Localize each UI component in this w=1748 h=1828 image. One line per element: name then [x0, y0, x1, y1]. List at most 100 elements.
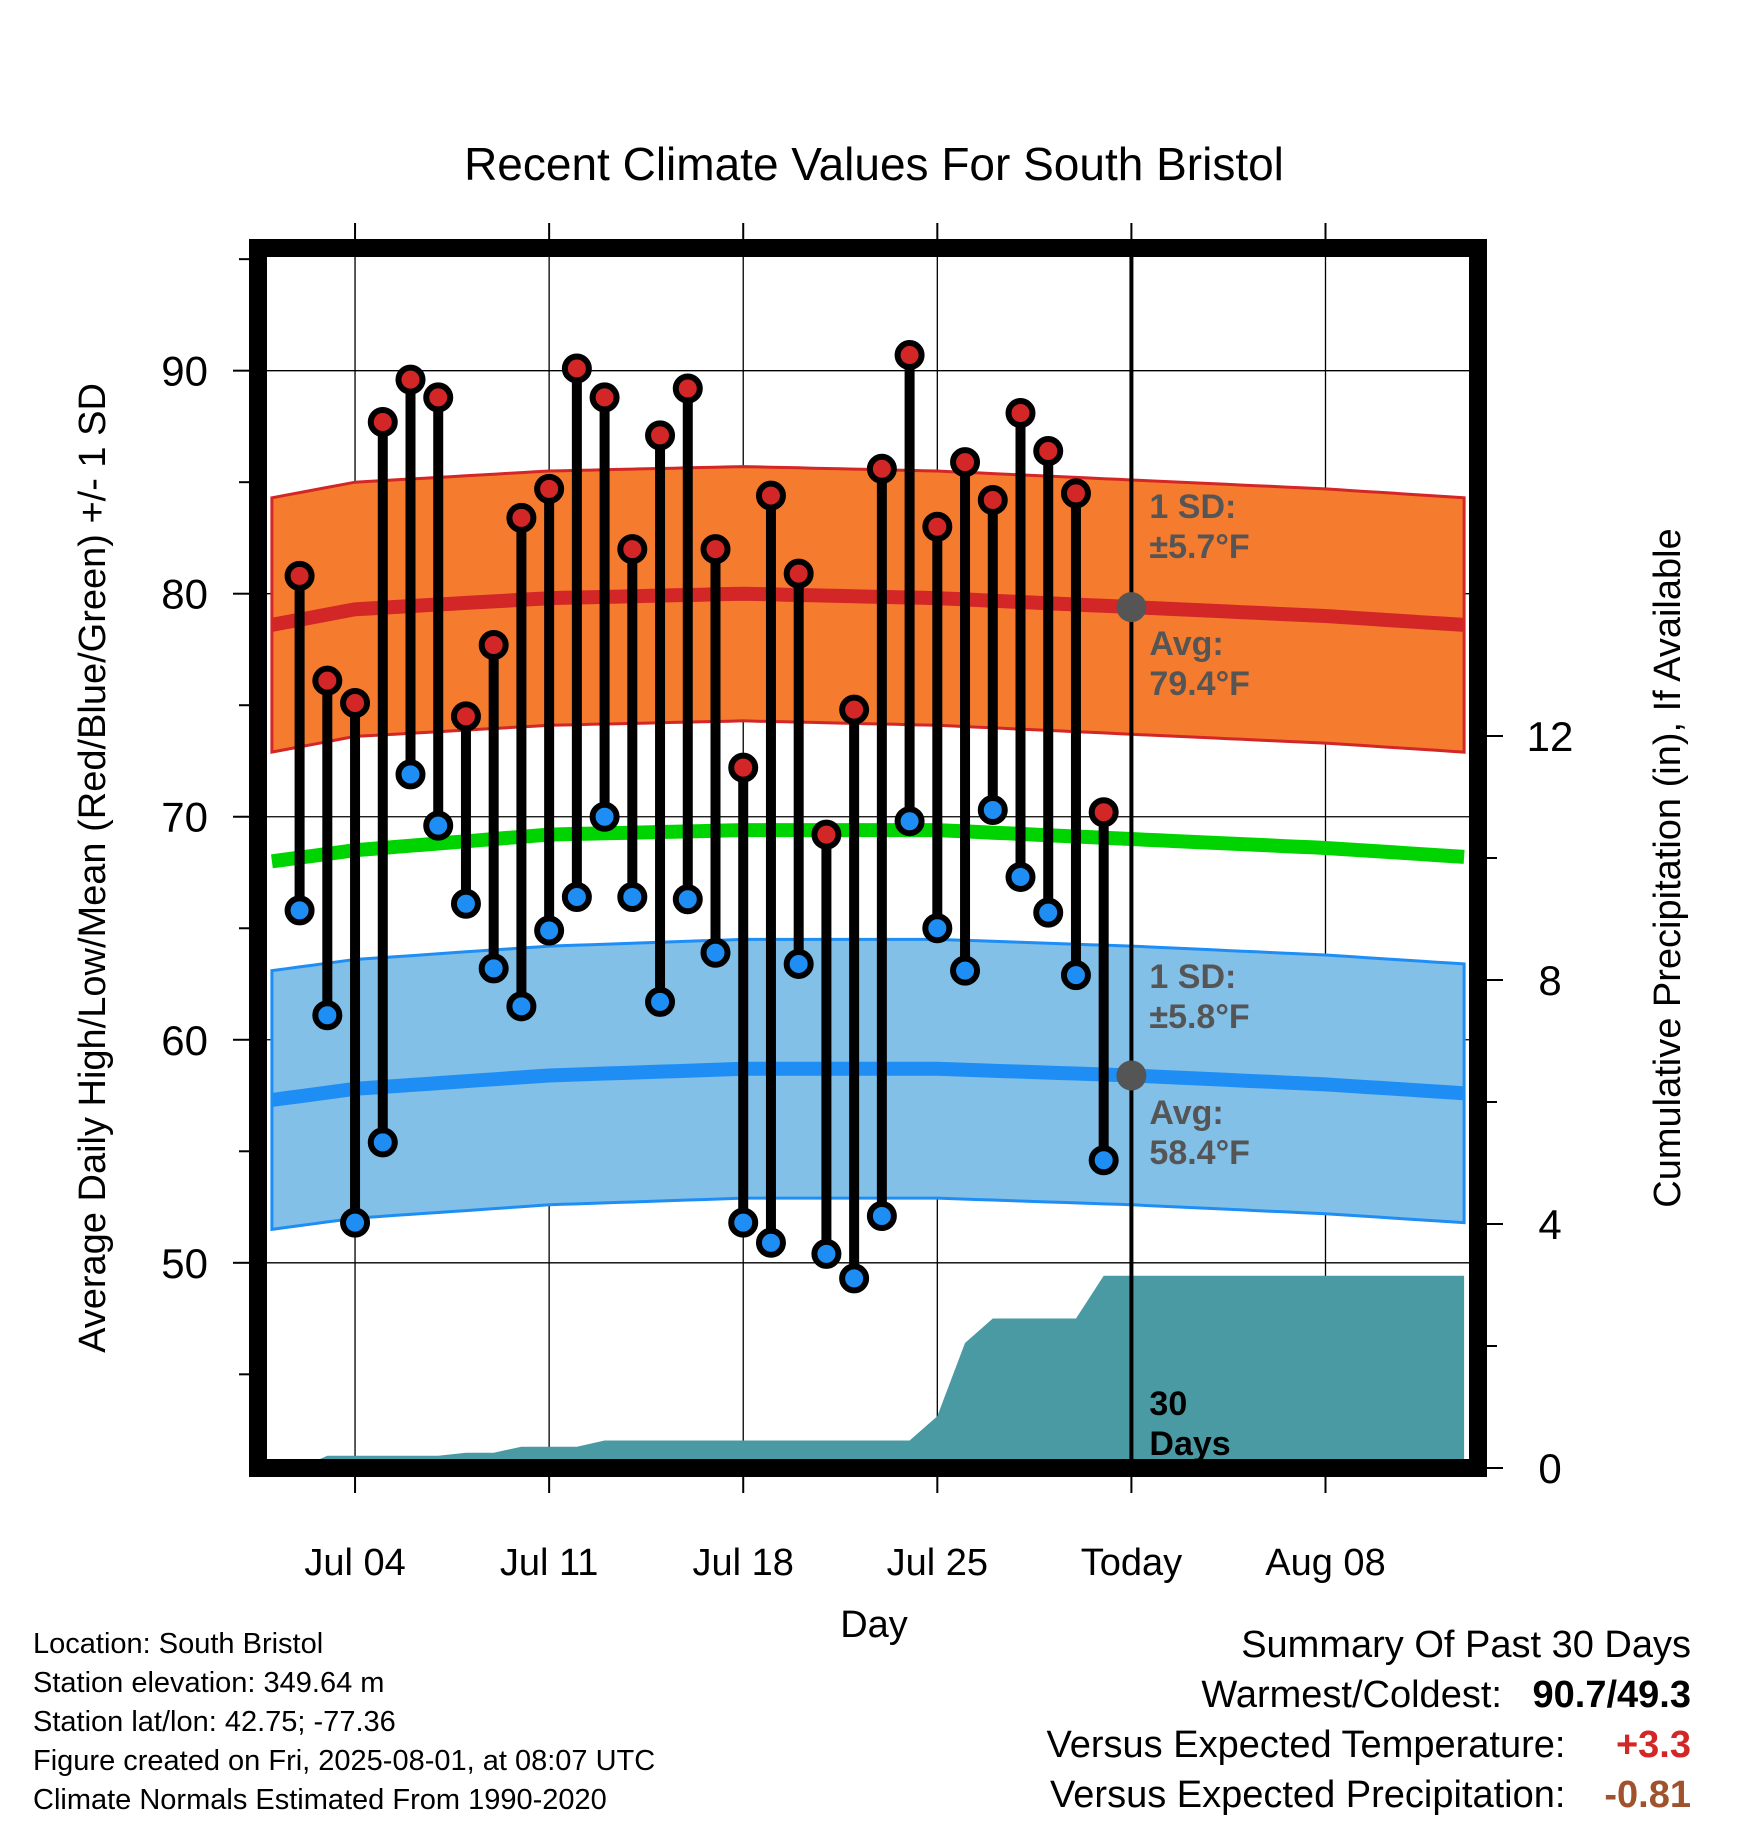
low-temp-point [977, 795, 1008, 826]
y2-axis-label: Cumulative Precipitation (in), If Availa… [1647, 528, 1689, 1207]
y-tick-label: 60 [161, 1017, 208, 1064]
summary-warm-cold: Warmest/Coldest: 90.7/49.3 [1047, 1670, 1691, 1720]
y2-tick-label: 4 [1538, 1201, 1561, 1248]
y2-tick-label: 12 [1527, 713, 1574, 760]
low-temp-point [617, 882, 648, 913]
high-temp-point [340, 687, 371, 718]
y-axis-label: Average Daily High/Low/Mean (Red/Blue/Gr… [72, 383, 114, 1353]
high-temp-point [866, 453, 897, 484]
x-tick-label: Jul 04 [304, 1542, 405, 1584]
low-temp-point [894, 806, 925, 837]
high-sd-annotation-1: ±5.7°F [1149, 528, 1249, 566]
x-tick-label: Jul 18 [693, 1542, 794, 1584]
low-temp-point [728, 1207, 759, 1238]
low-temp-point [589, 801, 620, 832]
high-temp-point [645, 420, 676, 451]
high-temp-point [367, 406, 398, 437]
high-temp-point [561, 353, 592, 384]
low-temp-point [423, 810, 454, 841]
high-temp-point [589, 382, 620, 413]
high-temp-point [534, 473, 565, 504]
high-temp-point [1033, 435, 1064, 466]
high-temp-point [1060, 478, 1091, 509]
high-temp-point [811, 819, 842, 850]
low-avg-annotation-0: Avg: [1149, 1094, 1223, 1132]
low-temp-point [811, 1238, 842, 1269]
low-temp-point [1033, 897, 1064, 928]
station-info: Location: South Bristol Station elevatio… [33, 1625, 655, 1820]
low-temp-point [672, 884, 703, 915]
low-temp-point [839, 1263, 870, 1294]
high-temp-point [783, 558, 814, 589]
low-temp-point [561, 882, 592, 913]
period-annotation-0: 30 [1149, 1385, 1187, 1423]
high-temp-point [450, 701, 481, 732]
high-temp-point [700, 534, 731, 565]
high-temp-point [839, 694, 870, 725]
normals-text: Climate Normals Estimated From 1990-2020 [33, 1784, 607, 1816]
precipitation-area [271, 1275, 1465, 1468]
low-temp-point [700, 937, 731, 968]
high-temp-point [312, 665, 343, 696]
low-avg-marker [1116, 1060, 1147, 1091]
high-temp-point [478, 630, 509, 661]
low-temp-point [534, 915, 565, 946]
summary-temp: Versus Expected Temperature: +3.3 [1047, 1720, 1691, 1770]
low-sd-band [270, 937, 1466, 1232]
high-temp-point [672, 373, 703, 404]
high-temp-point [950, 447, 981, 478]
high-temp-point [506, 502, 537, 533]
temp-anomaly-label: Versus Expected Temperature: [1046, 1724, 1566, 1766]
low-temp-point [755, 1227, 786, 1258]
low-sd-annotation-0: 1 SD: [1149, 958, 1236, 996]
warm-cold-label: Warmest/Coldest: [1201, 1674, 1502, 1716]
temp-anomaly-value: +3.3 [1615, 1724, 1691, 1766]
location-text: Location: South Bristol [33, 1628, 324, 1660]
high-temp-point [284, 560, 315, 591]
high-temp-point [755, 480, 786, 511]
high-temp-point [617, 534, 648, 565]
low-temp-point [450, 888, 481, 919]
y-tick-label: 90 [161, 348, 208, 395]
created-text: Figure created on Fri, 2025-08-01, at 08… [33, 1745, 656, 1777]
high-temp-point [423, 382, 454, 413]
low-temp-point [395, 759, 426, 790]
high-temp-point [922, 511, 953, 542]
low-temp-point [312, 1000, 343, 1031]
precip-anomaly-label: Versus Expected Precipitation: [1050, 1774, 1566, 1816]
plot-frame [249, 239, 1487, 1477]
low-temp-point [506, 991, 537, 1022]
low-temp-point [1060, 960, 1091, 991]
chart-title: Recent Climate Values For South Bristol [464, 138, 1284, 190]
low-temp-point [1005, 861, 1036, 892]
latlon-text: Station lat/lon: 42.75; -77.36 [33, 1706, 396, 1738]
x-tick-label: Jul 25 [887, 1542, 988, 1584]
x-axis-label: Day [840, 1604, 908, 1646]
low-temp-point [783, 948, 814, 979]
high-temp-point [728, 752, 759, 783]
high-sd-annotation-0: 1 SD: [1149, 488, 1236, 526]
low-temp-point [645, 986, 676, 1017]
high-avg-annotation-1: 79.4°F [1149, 665, 1250, 703]
low-temp-point [367, 1127, 398, 1158]
high-temp-point [894, 340, 925, 371]
low-temp-point [284, 895, 315, 926]
y-tick-label: 70 [161, 794, 208, 841]
low-temp-point [478, 953, 509, 984]
precip-anomaly-value: -0.81 [1604, 1774, 1691, 1816]
summary-panel: Summary Of Past 30 Days Warmest/Coldest:… [1047, 1620, 1691, 1820]
high-temp-point [977, 485, 1008, 516]
high-normal-line [270, 586, 1465, 632]
summary-precip: Versus Expected Precipitation: -0.81 [1047, 1770, 1691, 1820]
low-temp-point [950, 955, 981, 986]
x-tick-label: Jul 11 [500, 1542, 599, 1584]
low-normal-line [270, 1061, 1465, 1107]
warm-cold-value: 90.7/49.3 [1532, 1674, 1691, 1716]
high-temp-point [1005, 398, 1036, 429]
high-avg-annotation-0: Avg: [1149, 625, 1223, 663]
high-temp-point [1088, 797, 1119, 828]
elevation-text: Station elevation: 349.64 m [33, 1667, 385, 1699]
summary-title: Summary Of Past 30 Days [1241, 1624, 1691, 1666]
